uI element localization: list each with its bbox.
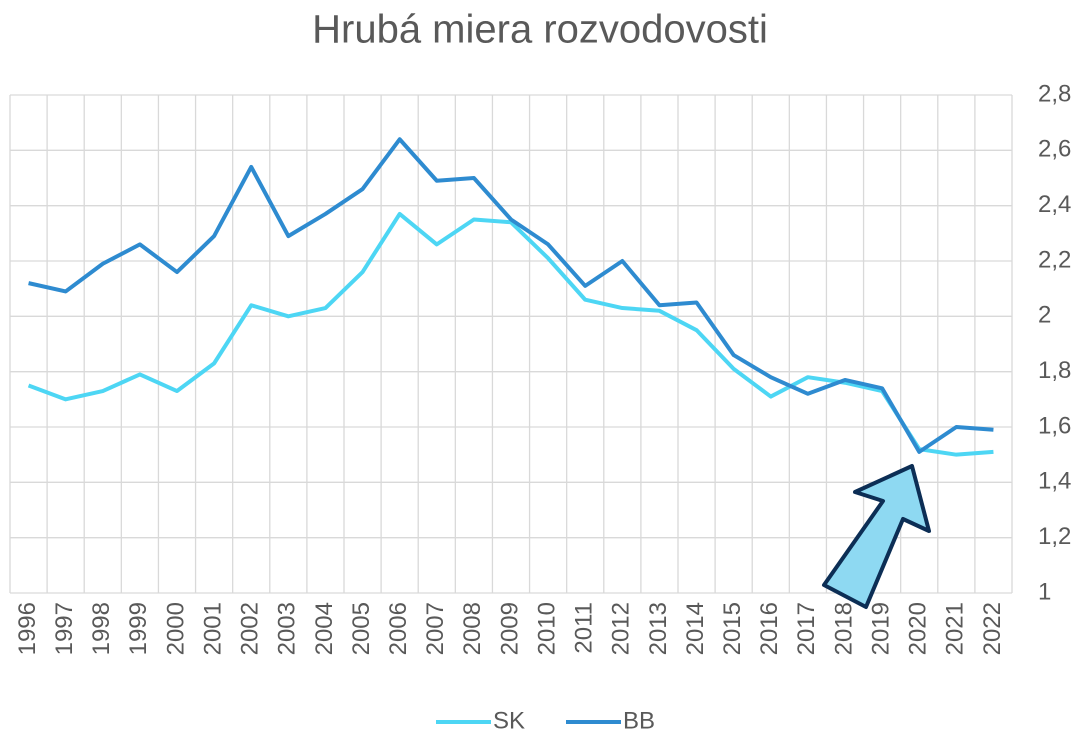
x-tick-label: 2008 xyxy=(459,602,486,655)
x-tick-label: 2013 xyxy=(645,602,672,655)
x-tick-label: 2017 xyxy=(793,602,820,655)
x-tick-label: 2021 xyxy=(942,602,969,655)
x-tick-label: 2020 xyxy=(905,602,932,655)
x-tick-label: 2000 xyxy=(162,602,189,655)
y-tick-label: 1,4 xyxy=(1038,468,1071,495)
x-tick-label: 2004 xyxy=(311,602,338,655)
x-tick-label: 2009 xyxy=(496,602,523,655)
series-line xyxy=(28,137,994,454)
legend-label: SK xyxy=(493,707,525,734)
y-tick-label: 2,6 xyxy=(1038,136,1071,163)
x-tick-label: 2012 xyxy=(608,602,635,655)
x-tick-label: 2005 xyxy=(348,602,375,655)
series-line xyxy=(27,211,994,457)
legend-label: BB xyxy=(623,707,655,734)
x-tick-label: 2003 xyxy=(274,602,301,655)
y-tick-label: 2 xyxy=(1038,302,1051,329)
y-tick-label: 2,2 xyxy=(1038,246,1071,273)
x-tick-label: 2011 xyxy=(571,602,598,654)
x-tick-label: 2018 xyxy=(830,602,857,655)
x-tick-label: 2019 xyxy=(867,602,894,655)
y-tick-label: 1,8 xyxy=(1038,357,1071,384)
x-tick-label: 1999 xyxy=(125,602,152,655)
y-tick-label: 1 xyxy=(1038,578,1051,605)
x-tick-label: 2014 xyxy=(682,602,709,655)
y-tick-label: 2,4 xyxy=(1038,191,1071,218)
x-tick-label: 2015 xyxy=(719,602,746,655)
x-tick-label: 2016 xyxy=(756,602,783,655)
x-tick-label: 2006 xyxy=(385,602,412,655)
x-tick-label: 1996 xyxy=(14,602,41,655)
y-tick-label: 2,8 xyxy=(1038,80,1071,107)
x-tick-label: 1997 xyxy=(51,602,78,655)
chart-title: Hrubá miera rozvodovosti xyxy=(312,8,768,52)
x-tick-label: 2010 xyxy=(533,602,560,655)
arrow xyxy=(822,464,931,609)
x-tick-label: 2007 xyxy=(422,602,449,655)
x-tick-label: 1998 xyxy=(88,602,115,655)
x-tick-label: 2022 xyxy=(979,602,1006,655)
x-tick-label: 2002 xyxy=(237,602,264,655)
x-tick-label: 2001 xyxy=(199,602,226,655)
y-tick-label: 1,6 xyxy=(1038,412,1071,439)
y-tick-label: 1,2 xyxy=(1038,523,1071,550)
